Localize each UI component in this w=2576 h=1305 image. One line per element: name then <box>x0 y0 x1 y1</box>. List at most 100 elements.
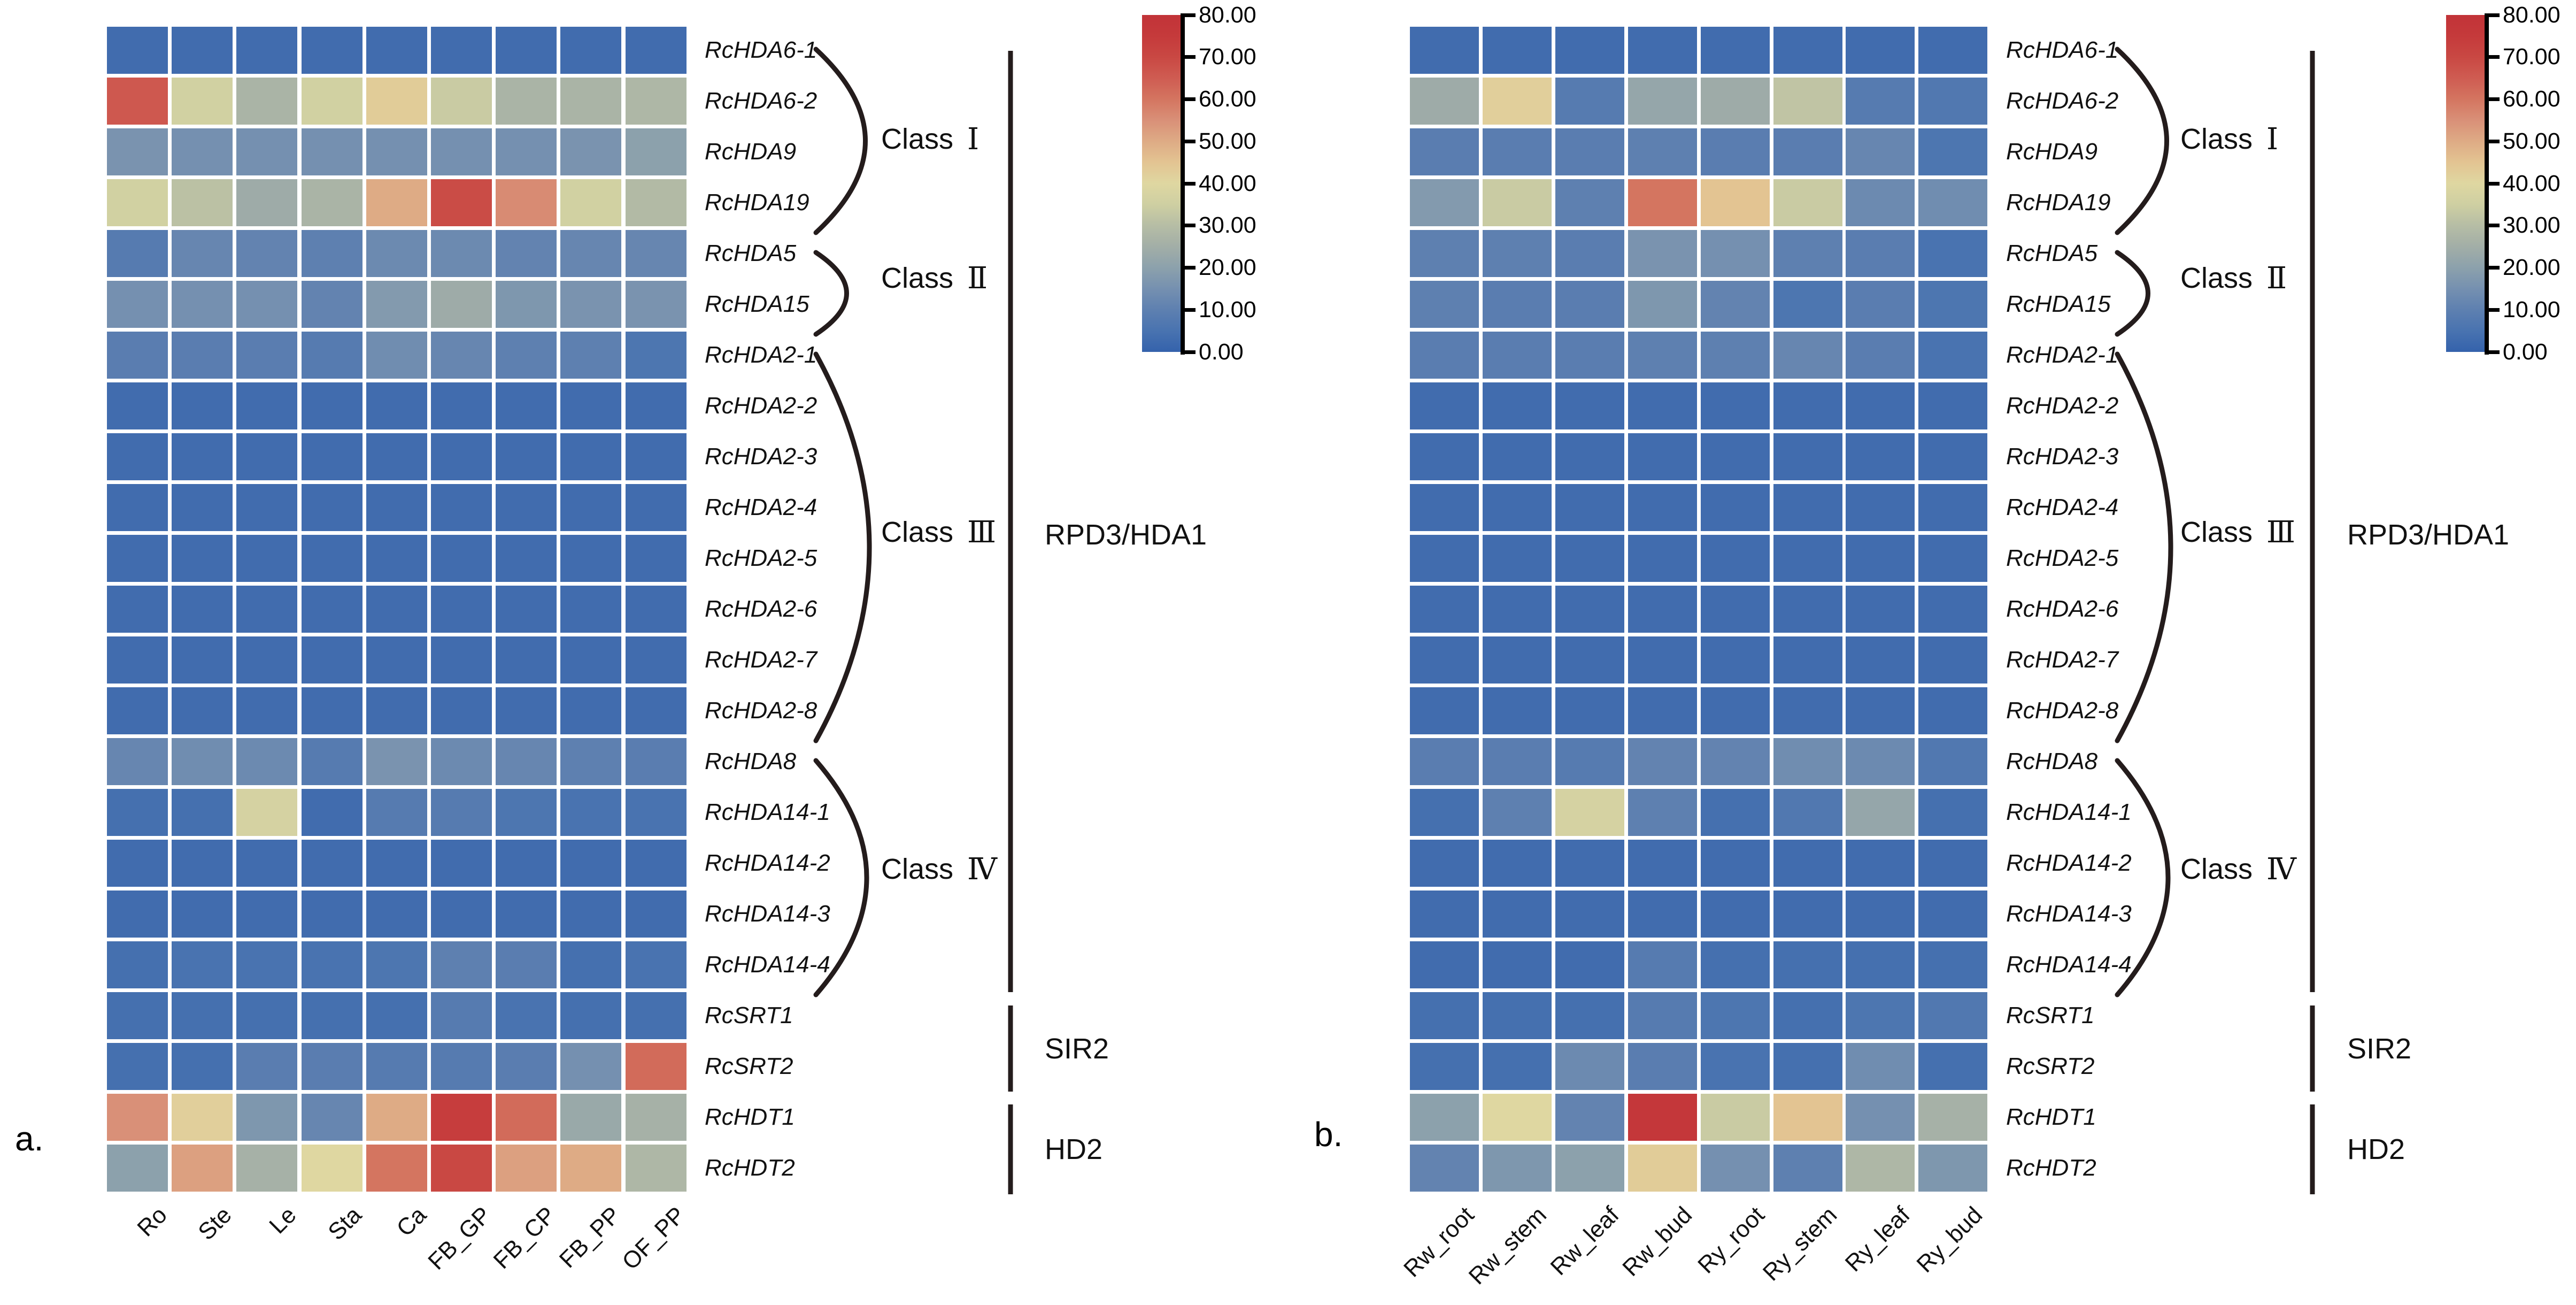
heatmap-cell <box>1700 535 1770 582</box>
heatmap-cell <box>1555 687 1624 734</box>
heatmap-cell <box>1773 433 1842 480</box>
heatmap-cell <box>1410 230 1479 277</box>
colorbar-tick <box>2489 55 2500 59</box>
heatmap-cell <box>301 128 363 175</box>
heatmap-cell <box>625 586 687 633</box>
heatmap-cell <box>301 891 363 938</box>
heatmap-cell <box>1846 1094 1915 1141</box>
heatmap-cell <box>236 992 298 1039</box>
heatmap-cell <box>1773 738 1842 785</box>
colorbar-tick <box>2489 224 2500 228</box>
heatmap-cell <box>236 179 298 226</box>
heatmap-cell <box>107 179 168 226</box>
heatmap-cell <box>560 179 622 226</box>
row-label: RcHDA19 <box>2006 189 2111 216</box>
heatmap-cell <box>496 992 557 1039</box>
heatmap-cell <box>1482 230 1552 277</box>
heatmap-cell <box>366 687 427 734</box>
heatmap-cell <box>560 535 622 582</box>
colorbar-axis <box>2485 13 2489 355</box>
heatmap-cell <box>1410 27 1479 74</box>
heatmap-cell <box>172 1043 233 1090</box>
heatmap-cell <box>301 738 363 785</box>
family-label: SIR2 <box>2347 1032 2412 1065</box>
heatmap-cell <box>236 78 298 125</box>
heatmap-cell <box>301 27 363 74</box>
heatmap-cell <box>1700 382 1770 429</box>
heatmap-cell <box>1700 484 1770 531</box>
heatmap-cell <box>1482 281 1552 328</box>
class-numeral: Ⅲ <box>2266 515 2296 550</box>
heatmap-cell <box>107 586 168 633</box>
heatmap-cell <box>431 27 492 74</box>
heatmap-cell <box>496 1145 557 1192</box>
colorbar-tick-label: 0.00 <box>2503 339 2548 365</box>
heatmap-cell <box>172 738 233 785</box>
class-bracket <box>813 351 872 743</box>
heatmap-cell <box>1410 941 1479 988</box>
heatmap-cell <box>431 891 492 938</box>
heatmap-cell <box>1482 332 1552 379</box>
row-label: RcHDA2-3 <box>2006 443 2119 470</box>
heatmap-cell <box>431 992 492 1039</box>
row-label: RcHDA14-2 <box>2006 850 2132 876</box>
heatmap-cell <box>107 1094 168 1141</box>
heatmap-cell <box>625 332 687 379</box>
colorbar-tick-label: 60.00 <box>2503 86 2560 112</box>
heatmap-cell <box>496 738 557 785</box>
heatmap-cell <box>1773 281 1842 328</box>
heatmap-cell <box>1410 78 1479 125</box>
heatmap-cell <box>1555 840 1624 887</box>
heatmap-cell <box>1846 78 1915 125</box>
colorbar-gradient <box>1142 15 1181 352</box>
heatmap-cell <box>560 332 622 379</box>
heatmap-cell <box>236 789 298 836</box>
heatmap-cell <box>496 586 557 633</box>
heatmap-cell <box>1773 891 1842 938</box>
heatmap-cell <box>236 586 298 633</box>
heatmap-cell <box>560 636 622 684</box>
heatmap-cell <box>1773 941 1842 988</box>
family-label: HD2 <box>2347 1133 2405 1165</box>
heatmap-cell <box>1773 1145 1842 1192</box>
heatmap-cell <box>366 1145 427 1192</box>
heatmap-cell <box>172 179 233 226</box>
heatmap-cell <box>560 891 622 938</box>
heatmap-cell <box>1628 332 1697 379</box>
heatmap-cell <box>1410 636 1479 684</box>
row-label: RcSRT1 <box>705 1002 793 1028</box>
heatmap-cell <box>107 789 168 836</box>
heatmap-cell <box>1555 332 1624 379</box>
heatmap-cell <box>1482 738 1552 785</box>
heatmap-cell <box>107 687 168 734</box>
heatmap-cell <box>1628 941 1697 988</box>
class-numeral: Ⅳ <box>2266 851 2296 887</box>
heatmap-cell <box>1700 281 1770 328</box>
row-label: RcHDA2-4 <box>705 494 817 520</box>
heatmap-cell <box>496 230 557 277</box>
row-label: RcHDA2-8 <box>705 697 817 724</box>
heatmap-cell <box>1628 586 1697 633</box>
heatmap-cell <box>1846 941 1915 988</box>
colorbar-tick <box>1185 224 1196 228</box>
heatmap-cell <box>1700 230 1770 277</box>
heatmap-cell <box>1700 586 1770 633</box>
heatmap-cell <box>1918 78 1988 125</box>
class-word: Class <box>2180 262 2253 294</box>
heatmap-cell <box>236 535 298 582</box>
heatmap-cell <box>1482 179 1552 226</box>
heatmap-cell <box>1918 636 1988 684</box>
heatmap-cell <box>1846 128 1915 175</box>
heatmap-cell <box>1410 992 1479 1039</box>
heatmap-cell <box>366 636 427 684</box>
heatmap-cell <box>1482 27 1552 74</box>
heatmap-cell <box>1700 941 1770 988</box>
heatmap-cell <box>496 332 557 379</box>
heatmap-cell <box>1846 433 1915 480</box>
heatmap-cell <box>625 687 687 734</box>
colorbar-tick-label: 0.00 <box>1199 339 1244 365</box>
row-label: RcHDA2-1 <box>2006 342 2119 368</box>
heatmap-cell <box>236 738 298 785</box>
heatmap-cell <box>1410 535 1479 582</box>
heatmap-cell <box>236 332 298 379</box>
